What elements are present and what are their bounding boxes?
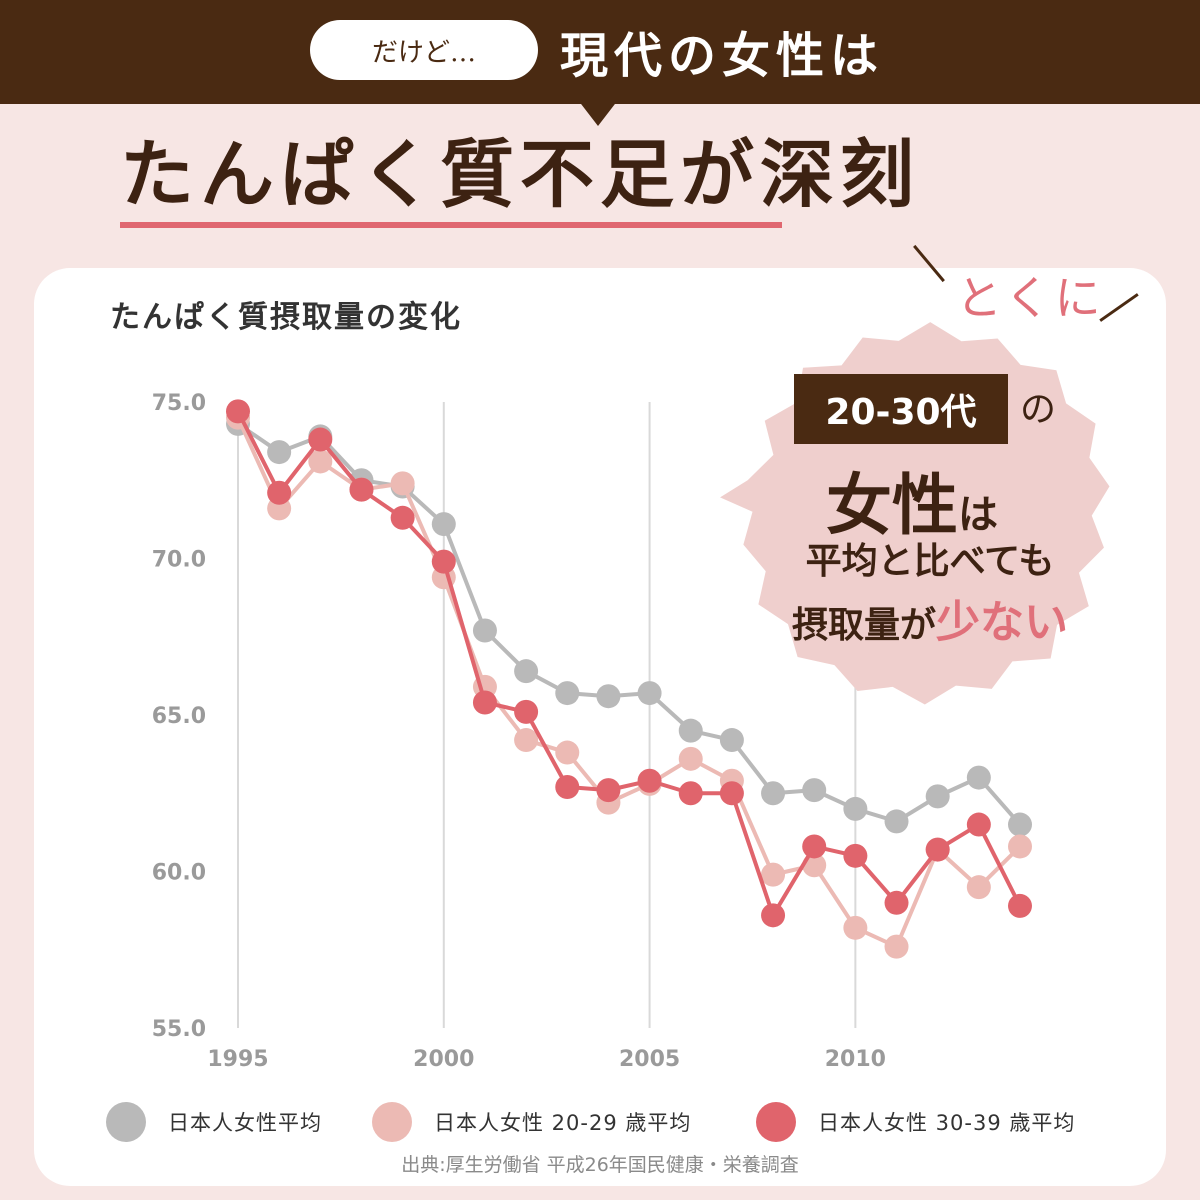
data-point (390, 505, 415, 530)
data-point (596, 684, 621, 709)
data-point (267, 440, 292, 465)
legend-dot-30s (756, 1102, 796, 1142)
x-tick-label: 2005 (619, 1047, 680, 1072)
data-point (514, 728, 539, 753)
age-box: 20-30代 (794, 374, 1008, 444)
headline-suffix: が深刻 (680, 131, 920, 218)
data-point (843, 915, 868, 940)
data-point (802, 834, 827, 859)
data-point (349, 477, 374, 502)
data-point (226, 399, 250, 424)
data-point (966, 875, 991, 900)
badge-line2: 摂取量が少ない (770, 586, 1090, 650)
banner-title: 現代の女性は (560, 28, 885, 84)
data-point (678, 746, 703, 771)
legend-item-30s: 日本人女性 30-39 歳平均 (756, 1098, 1075, 1146)
headline: たんぱく質不足 が深刻 (120, 118, 1100, 218)
age-no: の (1020, 389, 1057, 430)
data-point (596, 778, 621, 803)
dakedo-pill: だけど… (310, 20, 538, 80)
data-point (472, 690, 497, 715)
data-point (719, 781, 744, 806)
data-point (761, 862, 786, 887)
source-citation: 出典:厚生労働省 平成26年国民健康・栄養調査 (401, 1154, 799, 1176)
x-tick-label: 1995 (207, 1047, 268, 1072)
data-point (761, 903, 786, 928)
legend-dot-average (106, 1102, 146, 1142)
badge-line1: 平均と比べても (805, 540, 1055, 582)
data-point (966, 765, 991, 790)
headline-underline (120, 222, 782, 228)
data-point (884, 809, 909, 834)
data-point (925, 784, 950, 809)
y-tick-label: 60.0 (152, 861, 206, 886)
x-tick-label: 2010 (825, 1047, 886, 1072)
y-tick-label: 55.0 (152, 1017, 206, 1042)
data-point (802, 778, 827, 803)
badge-line2-prefix: 摂取量が (791, 604, 936, 646)
headline-main: たんぱく質不足 (120, 131, 680, 218)
data-point (1008, 812, 1032, 837)
legend: 日本人女性平均 日本人女性 20-29 歳平均 日本人女性 30-39 歳平均 (100, 1098, 1140, 1146)
data-point (267, 480, 292, 505)
data-point (843, 843, 868, 868)
data-point (966, 812, 991, 837)
data-point (925, 837, 950, 862)
data-point (678, 718, 703, 743)
legend-label-30s: 日本人女性 30-39 歳平均 (818, 1111, 1076, 1135)
data-point (1008, 834, 1032, 859)
x-tick-label: 2000 (413, 1047, 474, 1072)
dakedo-text: だけど… (371, 37, 476, 68)
top-banner (0, 0, 1200, 104)
josei-ha: は (958, 491, 998, 538)
josei-text: 女性は (826, 452, 1056, 548)
data-point (884, 934, 909, 959)
banner-pointer (578, 100, 618, 126)
data-point (308, 449, 333, 474)
legend-item-20s: 日本人女性 20-29 歳平均 (372, 1098, 691, 1146)
chart-title: たんぱく質摂取量の変化 (110, 300, 462, 335)
data-point (1008, 893, 1032, 918)
data-point (390, 471, 415, 496)
data-point (555, 681, 580, 706)
data-point (555, 774, 580, 799)
y-tick-label: 65.0 (152, 704, 206, 729)
series-2 (226, 399, 1032, 928)
josei-main: 女性 (826, 466, 958, 544)
badge-line2-accent: 少ない (936, 597, 1068, 648)
data-point (308, 427, 333, 452)
data-point (514, 659, 539, 684)
data-point (514, 699, 539, 724)
data-point (843, 796, 868, 821)
data-point (719, 728, 744, 753)
data-point (555, 740, 580, 765)
data-point (678, 781, 703, 806)
data-point (761, 781, 786, 806)
data-point (431, 512, 456, 537)
data-point (431, 549, 456, 574)
y-tick-label: 70.0 (152, 548, 206, 573)
legend-dot-20s (372, 1102, 412, 1142)
data-point (884, 890, 909, 915)
legend-label-20s: 日本人女性 20-29 歳平均 (434, 1111, 692, 1135)
data-point (637, 768, 662, 793)
legend-item-average: 日本人女性平均 (106, 1098, 322, 1146)
data-point (472, 618, 497, 643)
y-tick-label: 75.0 (152, 391, 206, 416)
tokuni-text: とくに (956, 271, 1105, 325)
legend-label-average: 日本人女性平均 (168, 1111, 322, 1135)
data-point (637, 681, 662, 706)
